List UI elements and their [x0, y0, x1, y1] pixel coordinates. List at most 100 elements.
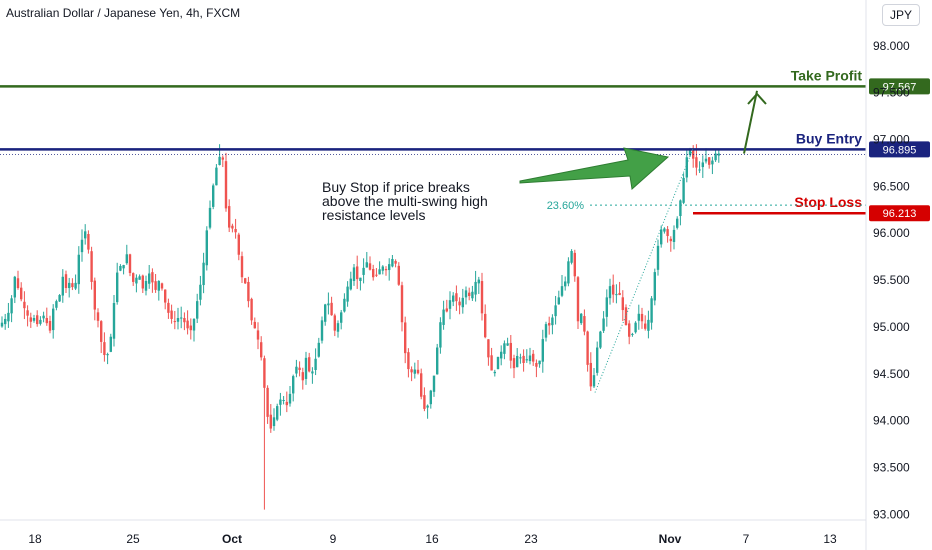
price-tick-label: 96.500: [873, 179, 910, 193]
price-axis: 98.000 97.500 97.000 96.500 96.000 95.500 95.0…: [873, 39, 910, 522]
candle-body: [503, 343, 506, 354]
annotation-line: resistance levels: [322, 207, 426, 223]
candle-body: [26, 310, 29, 316]
candle-body: [292, 376, 295, 394]
candle-body: [464, 290, 468, 298]
level-label: Take Profit: [791, 67, 863, 83]
candle-body: [554, 305, 557, 317]
candle-body: [276, 406, 279, 420]
candle-body: [154, 281, 157, 290]
candle-body: [605, 297, 608, 317]
currency-button[interactable]: JPY: [882, 4, 920, 26]
candle-body: [157, 280, 160, 291]
candle-body: [580, 313, 583, 324]
candle-body: [23, 301, 26, 309]
candle-body: [714, 153, 717, 161]
candle-body: [256, 330, 260, 340]
candle-body: [708, 157, 711, 165]
candle-body: [589, 362, 592, 387]
candle-body: [164, 289, 167, 303]
time-tick-label: 16: [425, 532, 439, 546]
candle-body: [311, 371, 314, 374]
candle-body: [196, 301, 199, 319]
candle-body: [647, 319, 650, 331]
time-tick-label: 7: [743, 532, 750, 546]
candle-body: [240, 256, 244, 278]
candle-body: [548, 322, 551, 326]
candle-body: [506, 343, 509, 346]
candle-body: [64, 274, 68, 289]
price-tick-label: 97.500: [873, 86, 910, 100]
candle-body: [80, 239, 84, 253]
candle-body: [295, 366, 298, 374]
candle-body: [58, 295, 61, 302]
price-tick-label: 95.000: [873, 320, 910, 334]
candle-body: [10, 298, 13, 314]
candle-body: [263, 358, 266, 388]
candle-body: [282, 399, 285, 401]
candle-body: [349, 278, 352, 290]
candle-body: [669, 238, 672, 242]
candle-body: [112, 303, 116, 339]
candle-body: [221, 157, 224, 160]
candle-body: [266, 387, 269, 417]
candle-body: [688, 149, 692, 155]
price-tag: [869, 78, 930, 95]
candle-body: [93, 280, 96, 310]
candle-body: [42, 315, 45, 319]
candle-body: [48, 320, 52, 331]
time-tick-label: Oct: [222, 532, 242, 546]
time-tick-label: 23: [524, 532, 538, 546]
candle-body: [39, 319, 42, 324]
candle-body: [180, 317, 183, 319]
candle-body: [426, 405, 429, 408]
candle-body: [285, 401, 288, 406]
candle-body: [663, 228, 666, 232]
candle-body: [416, 369, 420, 374]
candle-body: [509, 342, 512, 361]
candle-body: [557, 297, 560, 305]
candle-body: [640, 313, 644, 322]
candle-body: [490, 355, 493, 371]
candle-body: [368, 263, 372, 270]
candle-body: [679, 200, 682, 217]
candle-body: [410, 369, 413, 373]
time-tick-label: Nov: [659, 532, 682, 546]
candle-body: [362, 267, 365, 275]
candle-body: [484, 313, 487, 338]
time-tick-label: 18: [28, 532, 42, 546]
candle-body: [87, 234, 90, 250]
candle-body: [141, 275, 144, 289]
price-tick-label: 94.500: [873, 367, 910, 381]
price-tick-label: 93.000: [873, 507, 910, 521]
candle-body: [119, 266, 122, 271]
candle-body: [314, 358, 317, 370]
candle-body: [298, 367, 301, 371]
candle-body: [96, 312, 100, 321]
candle-body: [84, 231, 87, 239]
candle-body: [208, 207, 212, 228]
candle-body: [496, 356, 500, 370]
candle-body: [471, 291, 474, 299]
price-tick-label: 94.000: [873, 414, 910, 428]
candle-body: [560, 286, 564, 296]
candle-body: [365, 262, 368, 268]
candle-body: [317, 342, 320, 357]
time-tick-label: 25: [126, 532, 140, 546]
candle-body: [500, 351, 503, 359]
candle-body: [634, 322, 637, 333]
candle-body: [29, 317, 32, 322]
candle-body: [436, 347, 439, 375]
candle-body: [32, 318, 36, 321]
candle-body: [452, 295, 455, 302]
candle-body: [167, 302, 170, 313]
candle-body: [132, 273, 135, 282]
candle-body: [186, 320, 189, 329]
candle-body: [20, 287, 23, 300]
candle-body: [375, 274, 378, 276]
candle-body: [16, 278, 20, 289]
candle-body: [199, 284, 202, 300]
candle-body: [487, 339, 490, 358]
candle-body: [234, 228, 237, 233]
